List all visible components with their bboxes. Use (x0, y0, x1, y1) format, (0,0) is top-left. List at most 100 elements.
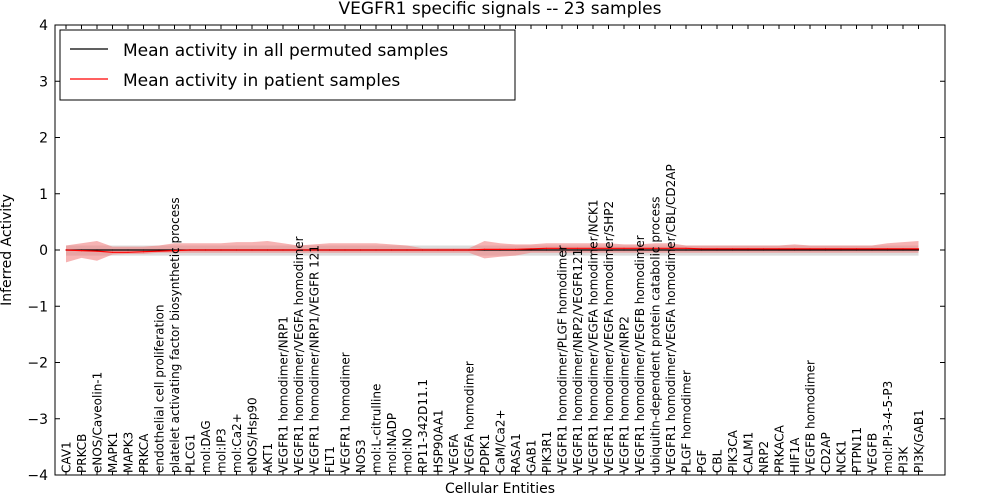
point-series-1 (437, 249, 439, 251)
point-series-1 (793, 248, 796, 250)
point-series-0 (142, 249, 145, 251)
point-series-1 (669, 247, 672, 249)
point-series-1 (576, 247, 579, 249)
point-series-1 (80, 250, 83, 252)
x-tick-label: eNOS/Hsp90 (246, 397, 260, 473)
point-series-1 (220, 249, 222, 251)
x-tick-label: mol:PI-3-4-5-P3 (881, 381, 895, 473)
point-series-0 (96, 249, 98, 251)
x-tick-label: PIK3R1 (540, 431, 554, 473)
point-series-0 (855, 249, 858, 251)
y-tick-label: 3 (39, 74, 48, 90)
point-series-1 (375, 249, 377, 251)
point-series-1 (716, 248, 718, 250)
point-series-1 (390, 249, 393, 251)
x-tick-label: CALM1 (742, 432, 756, 473)
point-series-1 (747, 248, 749, 250)
point-series-1 (96, 250, 98, 252)
point-series-1 (251, 249, 253, 251)
legend: Mean activity in all permuted samples Me… (59, 29, 516, 101)
point-series-1 (313, 249, 315, 251)
point-series-1 (871, 248, 873, 250)
point-series-1 (266, 249, 269, 251)
point-series-1 (142, 251, 145, 253)
x-tick-label: platelet activating factor biosynthetic … (168, 197, 182, 473)
x-tick-label: CBL (711, 449, 725, 473)
point-series-1 (778, 248, 780, 250)
point-series-0 (654, 249, 656, 251)
point-series-1 (638, 247, 641, 249)
x-tick-label: VEGFR1 homodimer/VEGFA homodimer/CBL/CD2… (664, 164, 678, 473)
point-series-1 (189, 249, 191, 251)
point-series-0 (824, 249, 827, 251)
x-tick-label: CaM/Ca2+ (494, 409, 508, 473)
x-tick-label: VEGFA homodimer (463, 361, 477, 473)
y-tick-label: −2 (27, 356, 48, 372)
x-tick-label: VEGFR1 homodimer/NRP1 (277, 316, 291, 473)
point-series-1 (235, 249, 238, 251)
series-lines (65, 247, 920, 253)
point-series-1 (421, 249, 424, 251)
point-series-1 (344, 249, 346, 251)
point-series-0 (747, 249, 749, 251)
point-series-1 (173, 250, 176, 252)
x-tick-label: PI3K/GAB1 (912, 409, 926, 473)
y-tick-label: −4 (27, 468, 48, 484)
x-tick-label: mol:DAG (199, 420, 213, 473)
x-tick-label: PGF (695, 449, 709, 473)
legend-label-patient: Mean activity in patient samples (123, 71, 400, 91)
x-tick-label: CD2AP (819, 432, 833, 473)
x-tick-label: VEGFB homodimer (804, 360, 818, 473)
point-series-0 (716, 249, 718, 251)
x-tick-label: PRKCA (137, 433, 151, 473)
x-tick-label: PIK3CA (726, 429, 740, 473)
x-tick-label: FLT1 (323, 446, 337, 473)
x-axis-label: Cellular Entities (445, 481, 555, 497)
y-tick-label: −1 (27, 299, 48, 315)
point-series-1 (592, 247, 594, 249)
point-series-1 (623, 247, 625, 249)
point-series-1 (762, 248, 765, 250)
point-series-1 (607, 247, 610, 249)
confidence-bands (66, 241, 919, 263)
x-tick-label: mol:Ca2+ (230, 413, 244, 473)
point-series-1 (824, 248, 827, 250)
y-tick-label: 2 (39, 131, 48, 147)
band-series-1 (66, 241, 919, 263)
x-tick-label: RP11-342D11.1 (416, 379, 430, 473)
point-series-0 (638, 249, 641, 251)
x-tick-label: PDPK1 (478, 434, 492, 473)
x-tick-label: NRP2 (757, 441, 771, 473)
point-series-0 (623, 249, 625, 251)
point-series-0 (607, 249, 610, 251)
y-tick-label: 0 (39, 243, 48, 259)
x-tick-label: ubiquitin-dependent protein catabolic pr… (649, 197, 663, 473)
x-tick-label: eNOS/Caveolin-1 (91, 372, 105, 473)
point-series-0 (592, 249, 594, 251)
point-series-0 (530, 249, 532, 251)
point-series-0 (731, 249, 734, 251)
x-tick-label: MAPK1 (106, 432, 120, 473)
point-series-0 (902, 249, 904, 251)
point-series-1 (499, 248, 501, 250)
point-series-0 (886, 249, 889, 251)
x-tick-label: VEGFB (866, 433, 880, 473)
point-series-1 (468, 249, 470, 251)
point-series-1 (65, 249, 67, 251)
x-tick-label: VEGFR1 homodimer/NRP2/VEGFR121 (571, 249, 585, 473)
x-tick-label: GAB1 (525, 440, 539, 473)
x-tick-label: VEGFR1 homodimer/VEGFA homodimer/NCK1 (587, 199, 601, 473)
point-series-1 (158, 250, 160, 252)
x-tick-label: VEGFR1 homodimer/VEGFA homodimer/SHP2 (602, 201, 616, 473)
x-tick-label: VEGFR1 homodimer (339, 352, 353, 473)
point-series-1 (127, 251, 129, 253)
x-tick-label: NOS3 (354, 439, 368, 473)
point-series-1 (204, 249, 207, 251)
x-tick-label: PI3K (897, 446, 911, 473)
point-series-1 (731, 248, 734, 250)
x-tick-label: CAV1 (60, 441, 74, 473)
point-series-0 (545, 249, 548, 251)
x-tick-label: AKT1 (261, 443, 275, 473)
